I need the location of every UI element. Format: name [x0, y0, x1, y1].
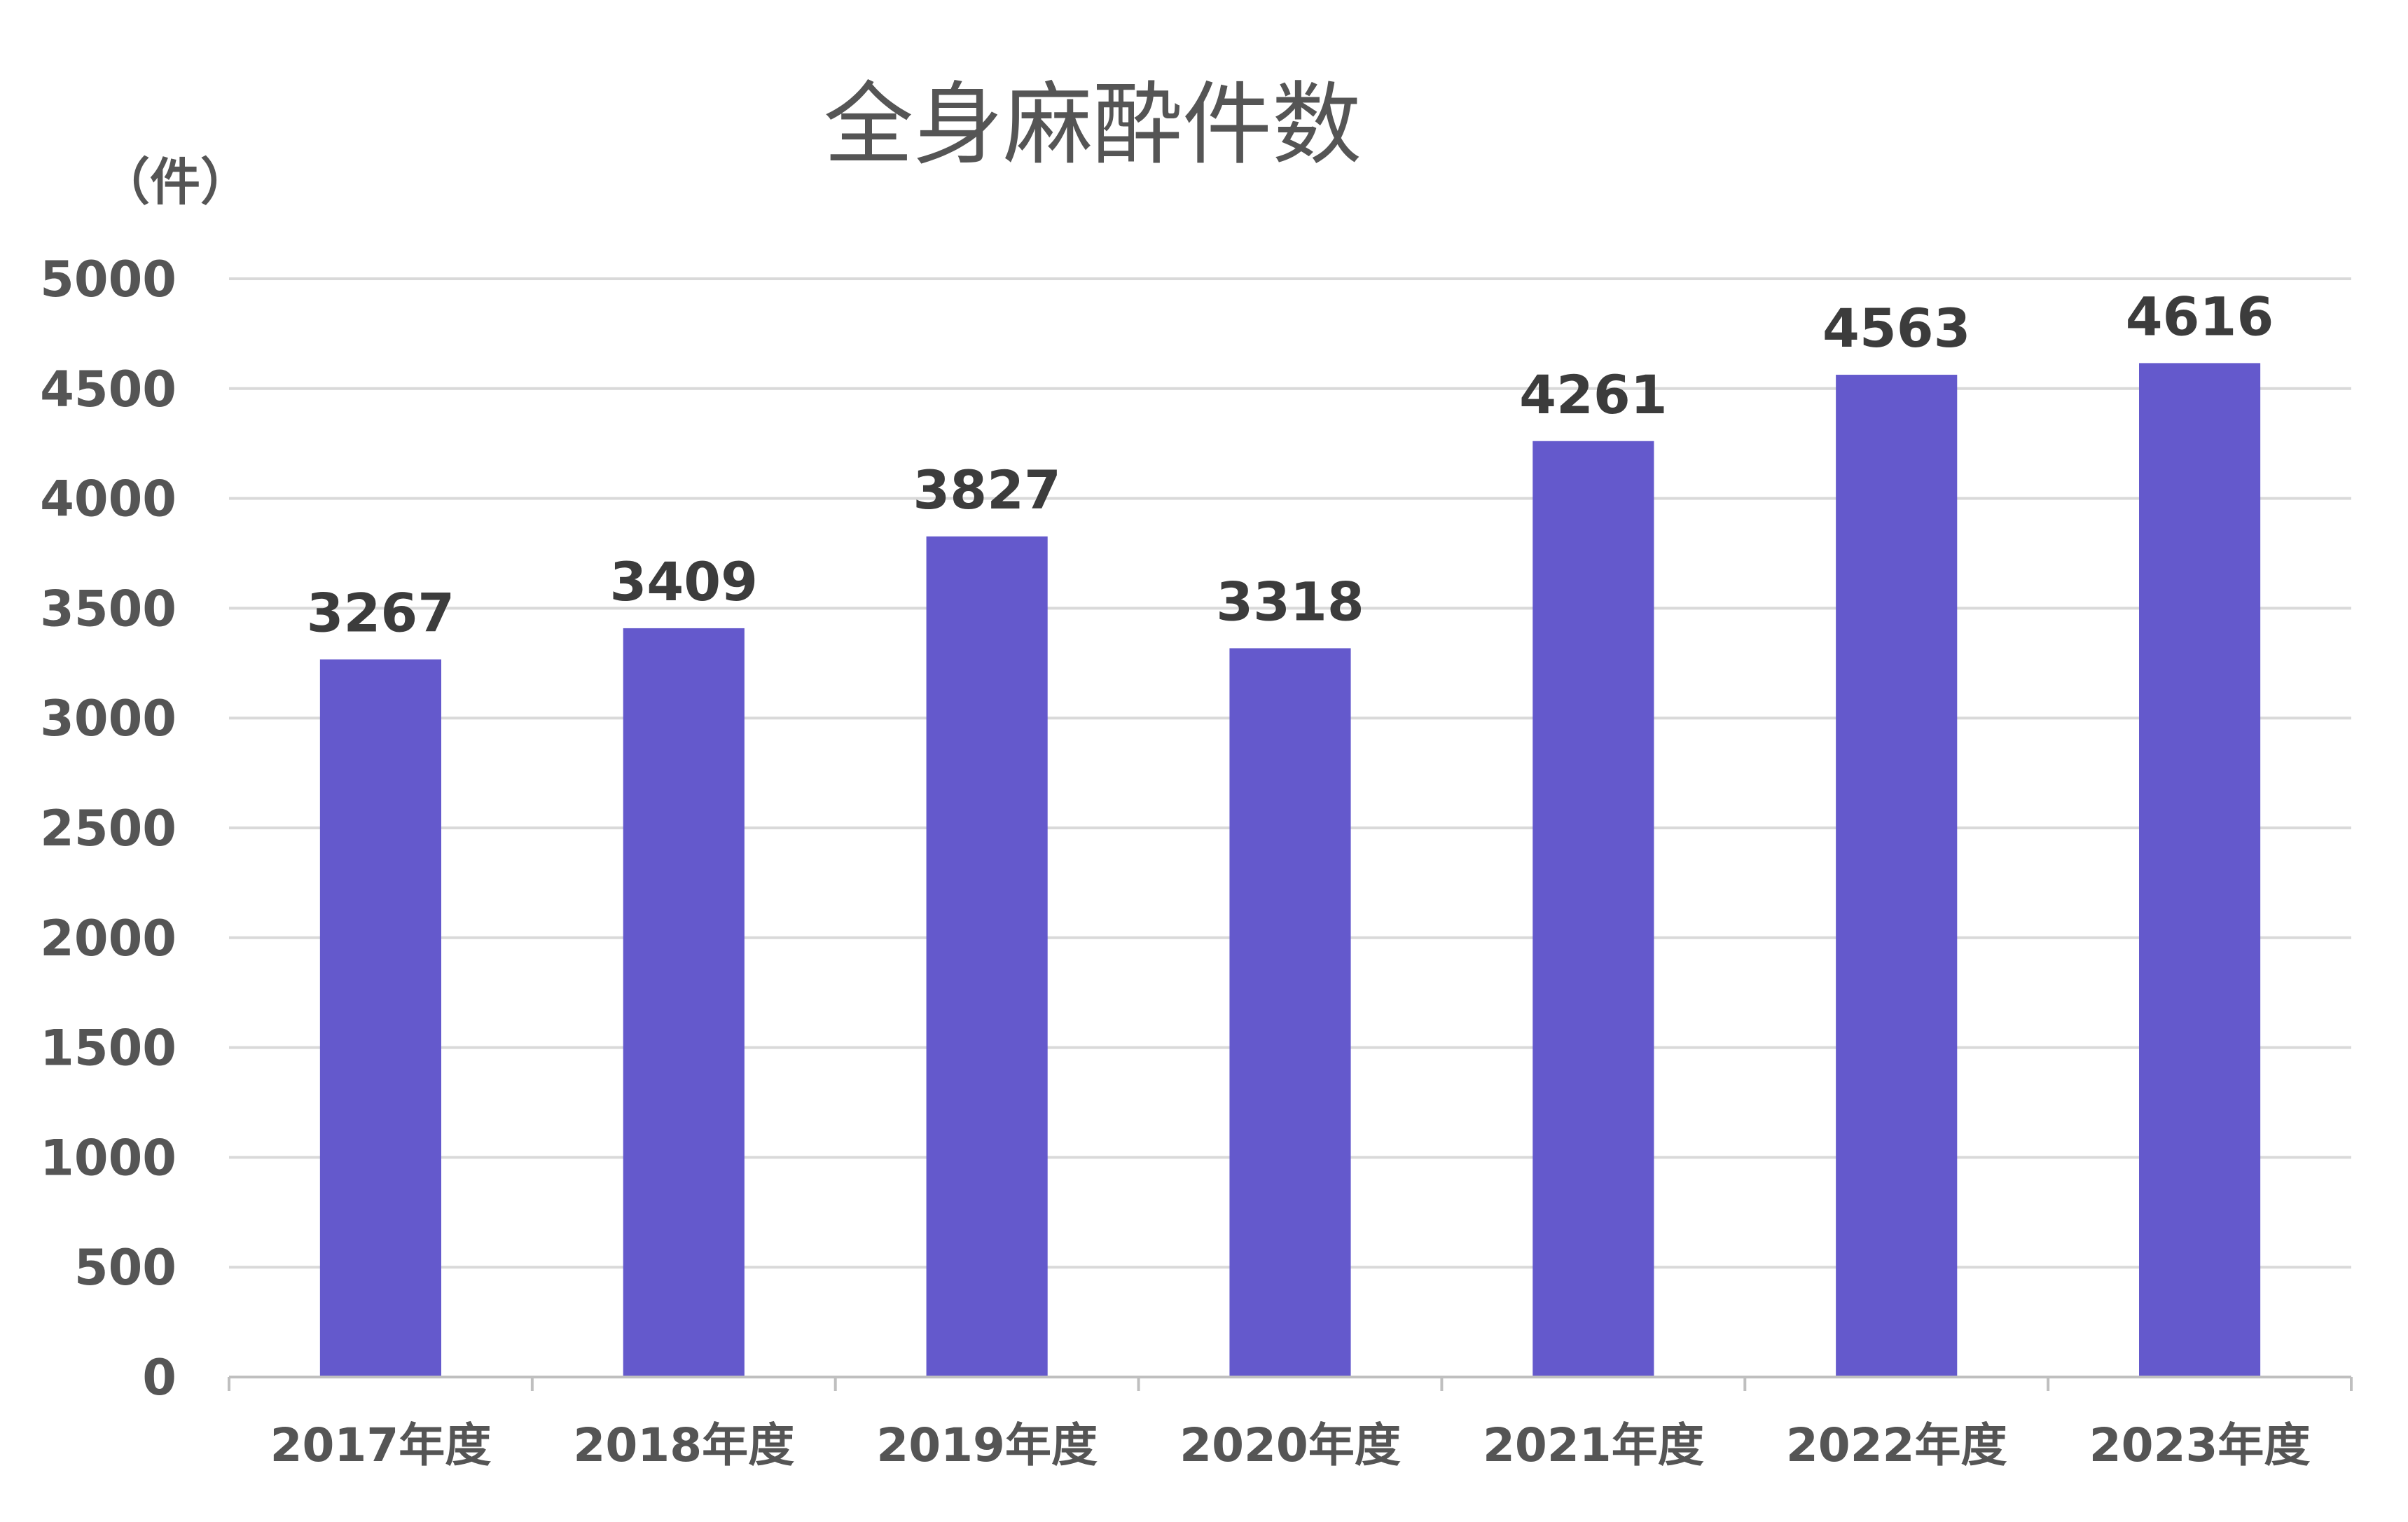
- y-axis-unit-group: （件）: [99, 153, 251, 212]
- y-axis-ticks: 0 500 1000 1500 2000 2500 3000 3500 4000 4500 5000: [40, 251, 177, 1406]
- x-tick-label-2023年度: 2023年度: [2089, 1418, 2311, 1472]
- y-tick-label-1500: 1500: [40, 1020, 177, 1077]
- data-label-2019年度: 3827: [913, 459, 1061, 521]
- data-label-2023年度: 4616: [2126, 285, 2274, 347]
- bar-2021年度: [1532, 441, 1654, 1377]
- y-tick-label-3500: 3500: [40, 580, 177, 637]
- data-label-2018年度: 3409: [610, 551, 759, 613]
- y-tick-label-5000: 5000: [40, 251, 177, 308]
- data-labels: 3267 3409 3827 3318 4261 4563 4616: [307, 285, 2274, 644]
- bar-2020年度: [1229, 648, 1351, 1377]
- x-axis: [228, 1376, 2353, 1391]
- y-tick-label-500: 500: [74, 1239, 177, 1296]
- bars: [319, 363, 2261, 1378]
- chart-title: 全身麻酔件数: [824, 73, 1362, 177]
- y-tick-label-4000: 4000: [40, 471, 177, 528]
- chart-title-group: 全身麻酔件数: [824, 73, 1362, 177]
- bar-2022年度: [1836, 375, 1958, 1377]
- x-tick-label-2020年度: 2020年度: [1179, 1418, 1401, 1472]
- x-tick-label-2021年度: 2021年度: [1483, 1418, 1704, 1472]
- y-axis-unit-label: （件）: [99, 153, 251, 212]
- y-tick-label-3000: 3000: [40, 690, 177, 747]
- bar-2017年度: [319, 659, 441, 1378]
- data-label-2021年度: 4261: [1519, 364, 1668, 426]
- data-label-2017年度: 3267: [307, 581, 455, 644]
- y-tick-label-2500: 2500: [40, 800, 177, 857]
- x-axis-ticks: 2017年度 2018年度 2019年度 2020年度 2021年度 2022年度 2023…: [270, 1418, 2311, 1472]
- x-tick-label-2019年度: 2019年度: [876, 1418, 1098, 1472]
- data-label-2022年度: 4563: [1822, 297, 1971, 359]
- y-tick-label-4500: 4500: [40, 361, 177, 418]
- bar-2018年度: [623, 628, 745, 1377]
- x-tick-label-2017年度: 2017年度: [270, 1418, 492, 1472]
- bar-2019年度: [926, 536, 1048, 1377]
- y-tick-label-2000: 2000: [40, 910, 177, 967]
- y-tick-label-1000: 1000: [40, 1129, 177, 1187]
- bar-2023年度: [2139, 363, 2261, 1378]
- x-tick-label-2018年度: 2018年度: [573, 1418, 794, 1472]
- x-tick-label-2022年度: 2022年度: [1786, 1418, 2007, 1472]
- data-label-2020年度: 3318: [1216, 570, 1364, 632]
- y-tick-label-0: 0: [142, 1349, 177, 1406]
